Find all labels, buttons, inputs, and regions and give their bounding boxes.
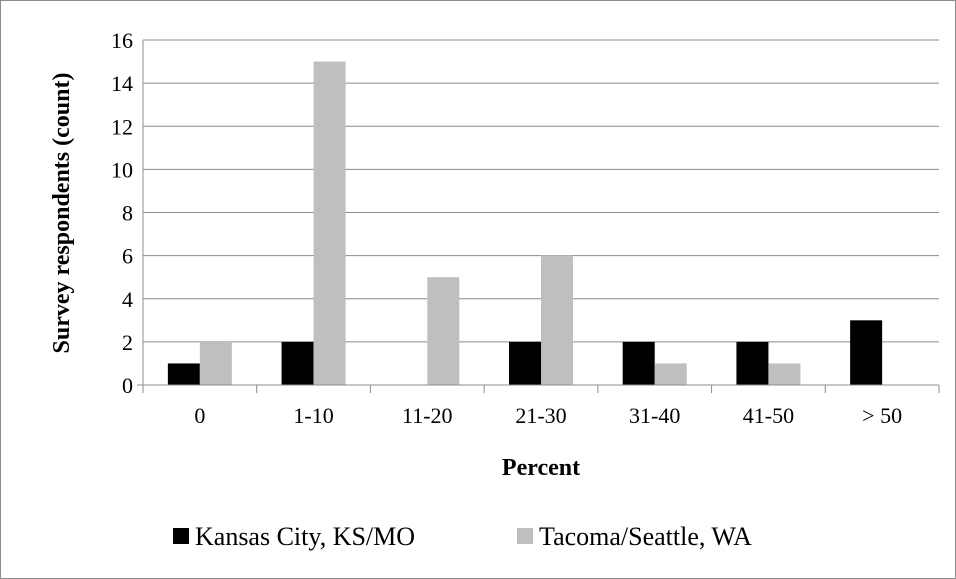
x-tick-label: 21-30 (515, 403, 566, 428)
y-tick-label: 12 (111, 114, 133, 139)
x-tick-labels: 0 1-10 11-20 21-30 31-40 41-50 > 50 (194, 403, 902, 428)
bar-tacoma-seattle (541, 255, 573, 385)
bars (167, 61, 883, 385)
legend-swatch (173, 528, 189, 544)
bar-kansas-city (622, 341, 655, 385)
bar-tacoma-seattle (313, 61, 346, 385)
x-tick-label: 1-10 (293, 403, 333, 428)
bar-tacoma-seattle (199, 341, 232, 385)
y-axis-title: Survey respondents (count) (49, 73, 75, 354)
bar-tacoma-seattle (427, 277, 460, 385)
bar-tacoma-seattle (768, 363, 801, 385)
bar-kansas-city (509, 341, 541, 385)
legend-label: Kansas City, KS/MO (195, 522, 415, 551)
bar-kansas-city (736, 341, 769, 385)
y-tick-label: 14 (111, 71, 133, 96)
y-tick-label: 2 (122, 330, 133, 355)
bar-kansas-city (850, 320, 883, 385)
x-tick-label: 0 (194, 403, 205, 428)
bar-tacoma-seattle (654, 363, 687, 385)
x-tick-label: > 50 (862, 403, 902, 428)
bar-kansas-city (281, 341, 314, 385)
x-tick-label: 11-20 (402, 403, 453, 428)
y-tick-label: 16 (111, 28, 133, 53)
y-tick-label: 0 (122, 373, 133, 398)
y-tick-labels: 0 2 4 6 8 10 12 14 16 (111, 28, 133, 398)
y-tick-label: 8 (122, 201, 133, 226)
axes (137, 40, 940, 393)
x-tick-label: 31-40 (629, 403, 680, 428)
legend-swatch (517, 528, 533, 544)
y-tick-label: 4 (122, 287, 133, 312)
legend-label: Tacoma/Seattle, WA (539, 522, 752, 551)
x-tick-label: 41-50 (743, 403, 794, 428)
bar-kansas-city (167, 363, 200, 385)
x-axis-title: Percent (502, 455, 580, 481)
y-tick-label: 10 (111, 157, 133, 182)
legend: Kansas City, KS/MO Tacoma/Seattle, WA (173, 522, 752, 551)
y-tick-label: 6 (122, 244, 133, 269)
